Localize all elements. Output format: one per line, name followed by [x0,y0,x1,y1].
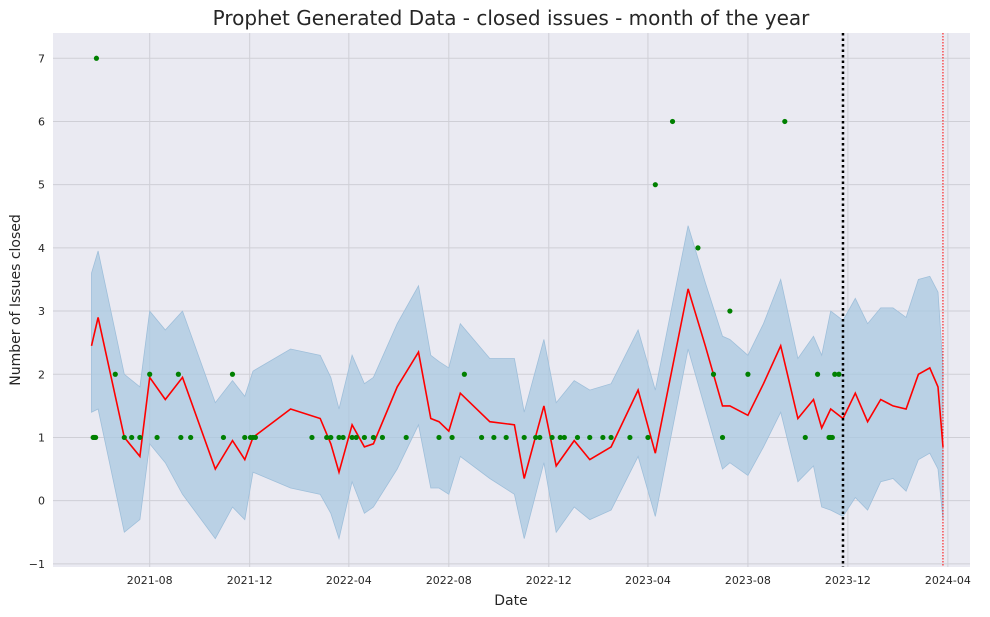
x-axis-ticks: 2021-08 2021-12 2022-04 2022-08 2022-12 2023-… [127,574,971,587]
observed-point [188,434,194,441]
observed-point [574,434,581,441]
observed-point [403,434,409,441]
observed-point [336,434,342,441]
y-tick-label: 4 [38,242,45,255]
x-tick-label: 2022-08 [426,574,472,587]
observed-point [491,434,497,441]
observed-point [652,182,658,188]
observed-point [782,118,788,125]
observed-point [710,371,717,377]
observed-point [829,434,835,441]
observed-point [93,55,100,61]
observed-point [727,308,733,314]
observed-point [719,434,726,441]
observed-point [178,434,184,441]
x-tick-label: 2023-08 [725,574,771,587]
observed-point [328,434,334,441]
observed-point [669,118,676,125]
x-tick-label: 2021-12 [227,574,273,587]
chart-title: Prophet Generated Data - closed issues -… [213,6,811,30]
observed-point [561,434,567,441]
observed-point [340,434,346,441]
observed-point [836,371,842,377]
observed-point [147,371,153,377]
observed-point [361,434,368,441]
observed-point [608,434,614,441]
observed-point [449,434,455,441]
observed-point [533,434,539,441]
observed-point [832,371,838,377]
x-tick-label: 2023-04 [625,574,671,587]
observed-point [93,434,99,441]
x-tick-label: 2022-04 [326,574,372,587]
observed-point [503,434,509,441]
observed-point [549,434,555,441]
observed-point [645,434,651,441]
observed-point [557,434,563,441]
observed-point [370,434,377,441]
observed-point [324,434,330,441]
observed-point [353,434,359,441]
y-tick-label: 2 [38,368,45,381]
y-tick-label: 7 [38,52,45,65]
observed-point [121,434,127,441]
x-tick-label: 2021-08 [127,574,173,587]
y-tick-label: 1 [38,431,45,444]
y-axis-label: Number of Issues closed [8,214,24,386]
y-tick-label: 6 [38,115,45,128]
observed-point [814,371,821,377]
observed-point [175,371,181,377]
x-tick-label: 2023-12 [825,574,871,587]
observed-point [379,434,386,441]
observed-point [627,434,633,441]
observed-point [521,434,527,441]
observed-point [802,434,808,441]
observed-point [309,434,315,441]
x-tick-label: 2024-04 [925,574,971,587]
observed-point [349,434,355,441]
observed-point [478,434,485,441]
y-tick-label: 5 [38,179,45,192]
observed-point [220,434,227,441]
y-axis-ticks: −1 0 1 2 3 4 5 6 7 [29,52,45,571]
observed-point [695,245,701,251]
observed-point [229,371,236,377]
observed-point [129,434,135,441]
observed-point [745,371,751,377]
observed-point [112,371,118,377]
y-tick-label: 3 [38,305,45,318]
x-axis-label: Date [494,593,527,609]
observed-points [90,55,842,441]
y-tick-label: 0 [38,495,45,508]
observed-point [587,434,593,441]
observed-point [154,434,160,441]
observed-point [436,434,442,441]
observed-point [461,371,467,377]
observed-point [600,434,606,441]
x-tick-label: 2022-12 [526,574,572,587]
observed-point [252,434,259,441]
y-tick-label: −1 [29,558,45,571]
observed-point [137,434,143,441]
observed-point [537,434,543,441]
observed-point [242,434,248,441]
